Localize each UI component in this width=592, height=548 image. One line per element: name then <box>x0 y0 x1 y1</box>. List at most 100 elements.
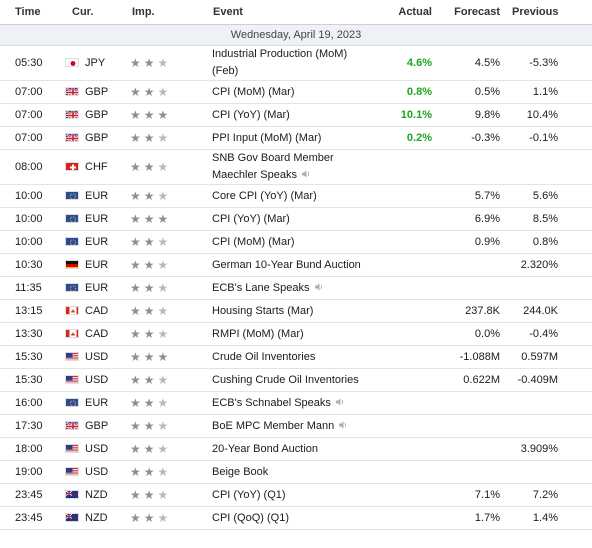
importance-cell: ★★★ <box>130 391 212 415</box>
star-icon: ★ <box>130 56 144 70</box>
importance-cell: ★★★ <box>130 414 212 438</box>
star-icon: ★ <box>143 56 158 70</box>
previous-value: 2.320% <box>512 253 592 277</box>
event-name[interactable]: CPI (YoY) (Q1) <box>212 488 286 501</box>
event-name[interactable]: Industrial Production (MoM) (Feb) <box>212 48 348 77</box>
star-icon: ★ <box>130 212 144 226</box>
table-row[interactable]: 10:30 EUR ★★★ German 10-Year Bund Auction 2.… <box>0 253 592 277</box>
table-row[interactable]: 11:35 EUR ★★★ ECB's Lane Speaks <box>0 276 592 300</box>
event-cell[interactable]: RMPI (MoM) (Mar) <box>212 322 372 346</box>
currency-code: CAD <box>85 328 109 341</box>
event-cell[interactable]: German 10-Year Bund Auction <box>212 253 372 277</box>
event-name[interactable]: CPI (MoM) (Mar) <box>212 235 295 248</box>
forecast-value: -0.3% <box>442 126 512 150</box>
table-row[interactable]: 13:15 CAD ★★★ Housing Starts (Mar) 237.8K 244… <box>0 299 592 323</box>
header-actual[interactable]: Actual <box>372 0 442 25</box>
event-cell[interactable]: PPI Input (MoM) (Mar) <box>212 126 372 150</box>
previous-value <box>512 276 592 300</box>
star-icon: ★ <box>157 108 172 122</box>
header-event[interactable]: Event <box>212 0 372 25</box>
currency-cell: JPY <box>65 45 130 81</box>
table-row[interactable]: 05:30 JPY ★★★ Industrial Production (MoM) (… <box>0 45 592 81</box>
event-name[interactable]: Cushing Crude Oil Inventories <box>212 373 359 386</box>
event-name[interactable]: ECB's Lane Speaks <box>212 281 310 294</box>
importance-stars: ★★★ <box>130 373 171 387</box>
event-name[interactable]: BoE MPC Member Mann <box>212 419 335 432</box>
table-row[interactable]: 23:45 NZD ★★★ CPI (YoY) (Q1) 7.1% 7.2% <box>0 483 592 507</box>
event-time: 16:00 <box>0 391 65 415</box>
event-cell[interactable]: Cushing Crude Oil Inventories <box>212 368 372 392</box>
event-name[interactable]: SNB Gov Board Member Maechler Speaks <box>212 152 334 181</box>
event-name[interactable]: ECB's Schnabel Speaks <box>212 396 331 409</box>
header-row: Time Cur. Imp. Event Actual Forecast Pre… <box>0 0 592 25</box>
event-name[interactable]: CPI (YoY) (Mar) <box>212 212 290 225</box>
importance-cell: ★★★ <box>130 299 212 323</box>
table-row[interactable]: 08:00 CHF ★★★ SNB Gov Board Member Maechler… <box>0 149 592 185</box>
star-icon: ★ <box>157 511 172 525</box>
event-cell[interactable]: Industrial Production (MoM) (Feb) <box>212 45 372 81</box>
star-icon: ★ <box>130 419 144 433</box>
table-row[interactable]: 18:00 USD ★★★ 20-Year Bond Auction 3.909% <box>0 437 592 461</box>
forecast-value: 5.7% <box>442 184 512 208</box>
previous-value: 3.909% <box>512 437 592 461</box>
event-name[interactable]: Beige Book <box>212 465 269 478</box>
table-row[interactable]: 15:30 USD ★★★ Crude Oil Inventories -1.088M 0… <box>0 345 592 369</box>
actual-value <box>372 437 442 461</box>
event-cell[interactable]: CPI (YoY) (Mar) <box>212 103 372 127</box>
event-time: 19:00 <box>0 460 65 484</box>
eu-flag-icon <box>65 397 79 407</box>
event-name[interactable]: Core CPI (YoY) (Mar) <box>212 189 317 202</box>
previous-value: 0.597M <box>512 345 592 369</box>
currency-cell: EUR <box>65 230 130 254</box>
event-cell[interactable]: ECB's Schnabel Speaks <box>212 391 372 415</box>
table-row[interactable]: 16:00 EUR ★★★ ECB's Schnabel Speaks <box>0 391 592 415</box>
table-row[interactable]: 10:00 EUR ★★★ Core CPI (YoY) (Mar) 5.7% 5.6% <box>0 184 592 208</box>
header-forecast[interactable]: Forecast <box>442 0 512 25</box>
event-cell[interactable]: CPI (MoM) (Mar) <box>212 230 372 254</box>
importance-stars: ★★★ <box>130 189 171 203</box>
event-cell[interactable]: CPI (MoM) (Mar) <box>212 80 372 104</box>
event-name[interactable]: German 10-Year Bund Auction <box>212 258 361 271</box>
event-name[interactable]: CPI (YoY) (Mar) <box>212 108 290 121</box>
header-importance[interactable]: Imp. <box>130 0 212 25</box>
event-cell[interactable]: ECB's Lane Speaks <box>212 276 372 300</box>
forecast-value: 0.9% <box>442 230 512 254</box>
event-cell[interactable]: SNB Gov Board Member Maechler Speaks <box>212 149 372 185</box>
event-cell[interactable]: Beige Book <box>212 460 372 484</box>
star-icon: ★ <box>143 189 158 203</box>
currency-cell: NZD <box>65 483 130 507</box>
event-cell[interactable]: CPI (QoQ) (Q1) <box>212 506 372 530</box>
star-icon: ★ <box>130 160 144 174</box>
event-cell[interactable]: Crude Oil Inventories <box>212 345 372 369</box>
importance-cell: ★★★ <box>130 253 212 277</box>
table-row[interactable]: 13:30 CAD ★★★ RMPI (MoM) (Mar) 0.0% -0.4% <box>0 322 592 346</box>
table-row[interactable]: 15:30 USD ★★★ Cushing Crude Oil Inventories… <box>0 368 592 392</box>
table-row[interactable]: 10:00 EUR ★★★ CPI (YoY) (Mar) 6.9% 8.5% <box>0 207 592 231</box>
header-previous[interactable]: Previous <box>512 0 592 25</box>
event-name[interactable]: RMPI (MoM) (Mar) <box>212 327 304 340</box>
previous-value: -0.4% <box>512 322 592 346</box>
event-cell[interactable]: BoE MPC Member Mann <box>212 414 372 438</box>
event-name[interactable]: CPI (QoQ) (Q1) <box>212 511 290 524</box>
event-cell[interactable]: Housing Starts (Mar) <box>212 299 372 323</box>
event-name[interactable]: 20-Year Bond Auction <box>212 442 319 455</box>
table-row[interactable]: 23:45 NZD ★★★ CPI (QoQ) (Q1) 1.7% 1.4% <box>0 506 592 530</box>
event-name[interactable]: Housing Starts (Mar) <box>212 304 314 317</box>
event-name[interactable]: CPI (MoM) (Mar) <box>212 85 295 98</box>
event-cell[interactable]: CPI (YoY) (Q1) <box>212 483 372 507</box>
importance-cell: ★★★ <box>130 506 212 530</box>
event-name[interactable]: Crude Oil Inventories <box>212 350 316 363</box>
header-time[interactable]: Time <box>0 0 65 25</box>
table-row[interactable]: 07:00 GBP ★★★ CPI (MoM) (Mar) 0.8% 0.5% 1.1% <box>0 80 592 104</box>
event-cell[interactable]: Core CPI (YoY) (Mar) <box>212 184 372 208</box>
table-row[interactable]: 07:00 GBP ★★★ CPI (YoY) (Mar) 10.1% 9.8% 10.4% <box>0 103 592 127</box>
table-row[interactable]: 07:00 GBP ★★★ PPI Input (MoM) (Mar) 0.2% -0.3… <box>0 126 592 150</box>
actual-value <box>372 322 442 346</box>
event-cell[interactable]: CPI (YoY) (Mar) <box>212 207 372 231</box>
event-cell[interactable]: 20-Year Bond Auction <box>212 437 372 461</box>
table-row[interactable]: 10:00 EUR ★★★ CPI (MoM) (Mar) 0.9% 0.8% <box>0 230 592 254</box>
header-currency[interactable]: Cur. <box>65 0 130 25</box>
table-row[interactable]: 17:30 GBP ★★★ BoE MPC Member Mann <box>0 414 592 438</box>
table-row[interactable]: 19:00 USD ★★★ Beige Book <box>0 460 592 484</box>
event-name[interactable]: PPI Input (MoM) (Mar) <box>212 131 322 144</box>
